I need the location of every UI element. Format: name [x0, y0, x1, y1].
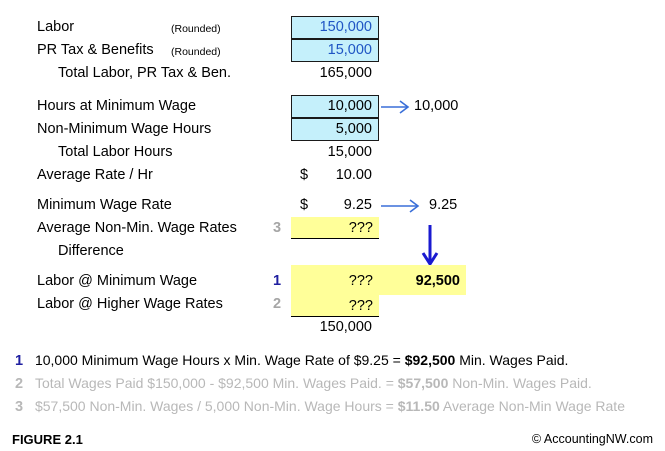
min-rate-arrow-value: 9.25: [429, 197, 458, 213]
note-2-number: 2: [15, 376, 24, 392]
note-2: 2 Total Wages Paid $150,000 - $92,500 Mi…: [15, 375, 592, 392]
note-1: 1 10,000 Minimum Wage Hours x Min. Wage …: [15, 352, 568, 369]
total-hours-value: 15,000: [327, 144, 372, 160]
copyright: © AccountingNW.com: [531, 432, 653, 446]
non-min-hours-input[interactable]: 5,000: [291, 118, 379, 141]
underline: [291, 316, 379, 317]
note-1-number: 1: [15, 353, 24, 369]
labor-higher-cell[interactable]: ???: [291, 295, 379, 317]
total-labor-label: Total Labor, PR Tax & Ben.: [58, 65, 232, 81]
arrow-right-icon: [381, 100, 410, 114]
labor-input[interactable]: 150,000: [291, 16, 379, 39]
avg-rate-value: 10.00: [335, 167, 372, 183]
note-3-post: Average Non-Min Wage Rate: [439, 398, 625, 414]
min-rate-label: Minimum Wage Rate: [37, 197, 172, 213]
note-1-bold: $92,500: [404, 352, 456, 368]
pr-tax-label: PR Tax & Benefits: [37, 42, 154, 58]
grand-total-value: 150,000: [319, 319, 372, 335]
total-hours-label: Total Labor Hours: [58, 144, 173, 160]
arrow-down-icon: [421, 225, 439, 267]
labor-min-cell[interactable]: ???: [291, 265, 379, 295]
note-3-number: 3: [15, 399, 24, 415]
step-3-marker: 3: [273, 220, 282, 236]
underline: [291, 238, 379, 239]
labor-min-result: 92,500: [379, 265, 466, 295]
note-3-text: $57,500 Non-Min. Wages / 5,000 Non-Min. …: [34, 398, 398, 414]
note-1-text: 10,000 Minimum Wage Hours x Min. Wage Ra…: [34, 352, 405, 368]
note-1-post: Min. Wages Paid.: [455, 352, 569, 368]
hours-min-label: Hours at Minimum Wage: [37, 98, 197, 114]
labor-min-label: Labor @ Minimum Wage: [37, 273, 198, 289]
labor-label: Labor: [37, 19, 75, 35]
note-3-bold: $11.50: [397, 398, 440, 414]
figure-label: FIGURE 2.1: [12, 432, 83, 447]
avg-non-min-label: Average Non-Min. Wage Rates: [37, 220, 237, 236]
avg-rate-label: Average Rate / Hr: [37, 167, 153, 183]
labor-rounded-note: (Rounded): [171, 23, 221, 35]
note-2-bold: $57,500: [397, 375, 449, 391]
min-rate-value: 9.25: [343, 197, 372, 213]
note-2-post: Non-Min. Wages Paid.: [448, 375, 592, 391]
note-3: 3 $57,500 Non-Min. Wages / 5,000 Non-Min…: [15, 398, 625, 415]
difference-label: Difference: [58, 243, 124, 259]
avg-non-min-cell[interactable]: ???: [291, 217, 379, 239]
non-min-hours-label: Non-Minimum Wage Hours: [37, 121, 212, 137]
hours-min-input[interactable]: 10,000: [291, 95, 379, 118]
step-2-marker: 2: [273, 296, 282, 312]
avg-rate-currency: $: [300, 167, 309, 183]
pr-tax-rounded-note: (Rounded): [171, 46, 221, 58]
total-labor-value: 165,000: [319, 65, 372, 81]
min-rate-currency: $: [300, 197, 309, 213]
hours-min-arrow-value: 10,000: [414, 98, 459, 114]
note-2-text: Total Wages Paid $150,000 - $92,500 Min.…: [34, 375, 398, 391]
pr-tax-input[interactable]: 15,000: [291, 39, 379, 62]
labor-higher-label: Labor @ Higher Wage Rates: [37, 296, 223, 312]
step-1-marker: 1: [273, 273, 282, 289]
arrow-right-icon: [381, 199, 420, 213]
